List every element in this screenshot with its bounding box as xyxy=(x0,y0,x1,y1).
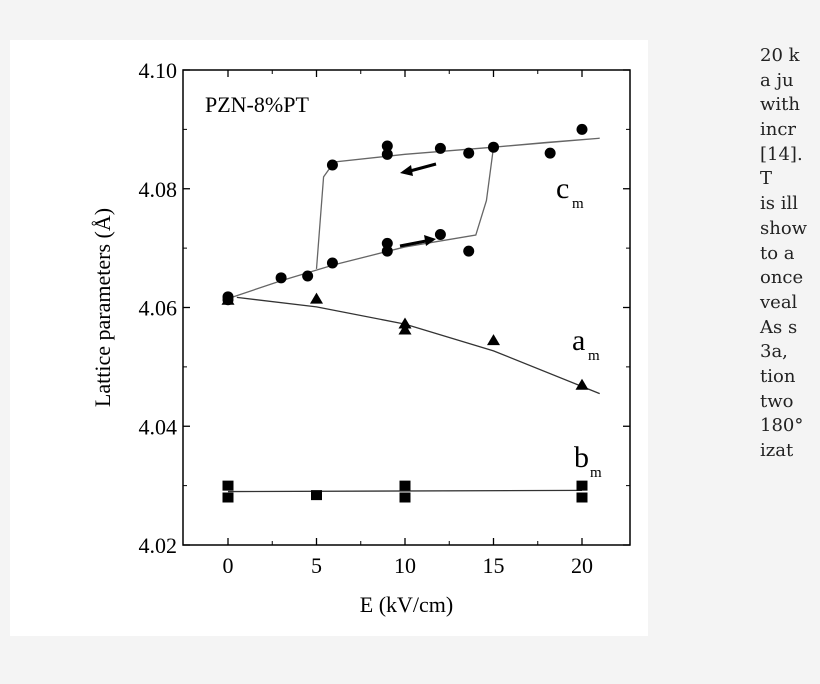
arrow-left xyxy=(409,162,437,173)
data-point-a xyxy=(398,317,412,329)
y-axis-label: Lattice parameters (Å) xyxy=(90,208,115,407)
data-point-c xyxy=(576,123,588,135)
data-point-c xyxy=(544,147,556,159)
text-line: a ju xyxy=(760,69,794,91)
text-line: [14]. xyxy=(760,143,803,165)
x-tick-label: 5 xyxy=(311,553,322,578)
text-line: veal xyxy=(760,291,798,313)
series-label-subscript: m xyxy=(588,348,600,364)
data-point-c xyxy=(463,245,475,257)
x-tick-label: 0 xyxy=(223,553,234,578)
y-tick-label: 4.08 xyxy=(139,177,178,202)
data-point-c xyxy=(275,272,287,284)
x-tick-label: 10 xyxy=(394,553,416,578)
fit-line-c xyxy=(227,137,600,300)
text-line: two xyxy=(760,390,794,412)
arrow-right-head xyxy=(424,235,436,246)
series-label-c: c xyxy=(556,172,569,205)
data-point-c xyxy=(434,142,446,154)
sample-annotation: PZN-8%PT xyxy=(205,92,309,117)
text-line: 3a, xyxy=(760,341,788,363)
text-line: As s xyxy=(760,316,798,338)
series-label-a: a xyxy=(572,324,585,357)
y-tick-label: 4.04 xyxy=(139,414,178,439)
data-point-b xyxy=(576,492,588,503)
series-label-b: b xyxy=(574,441,589,474)
text-line: to a xyxy=(760,242,795,264)
data-point-c xyxy=(488,141,499,153)
data-point-a xyxy=(310,292,323,304)
fit-line-a xyxy=(236,296,600,395)
text-line: once xyxy=(760,267,804,289)
arrow-right xyxy=(399,239,427,248)
x-tick-label: 15 xyxy=(483,553,505,578)
data-point-a xyxy=(575,378,589,390)
arrow-left-head xyxy=(400,165,413,176)
text-line: with xyxy=(760,94,800,116)
text-line: tion xyxy=(760,365,796,387)
data-point-c xyxy=(326,257,338,269)
text-line: show xyxy=(760,217,808,239)
text-line: is ill xyxy=(760,193,798,215)
data-point-c xyxy=(381,140,393,152)
data-point-b xyxy=(311,490,322,501)
data-point-c xyxy=(381,148,393,160)
text-line: T xyxy=(760,168,773,190)
data-point-c xyxy=(381,245,393,257)
data-point-b xyxy=(399,480,411,491)
data-point-b xyxy=(399,492,411,503)
fit-line-b xyxy=(227,489,583,493)
x-axis-label: E (kV/cm) xyxy=(360,592,453,617)
y-tick-label: 4.06 xyxy=(139,296,178,321)
data-point-a xyxy=(221,293,235,305)
data-point-c xyxy=(434,228,446,240)
x-tick-label: 20 xyxy=(571,553,593,578)
y-tick-label: 4.02 xyxy=(139,533,178,558)
data-point-b xyxy=(222,492,234,503)
data-point-c xyxy=(326,159,338,171)
text-line: izat xyxy=(760,440,794,461)
data-point-b xyxy=(576,480,588,491)
data-point-c xyxy=(381,237,393,249)
data-point-c xyxy=(302,270,314,282)
series-label-subscript: m xyxy=(572,196,584,212)
data-point-b xyxy=(222,480,234,491)
text-line: 180° xyxy=(760,415,804,437)
text-line: 20 k xyxy=(760,45,800,66)
figure-panel xyxy=(10,40,648,636)
text-line: incr xyxy=(760,119,797,141)
data-point-a xyxy=(487,334,500,346)
data-point-c xyxy=(463,147,475,159)
y-tick-label: 4.10 xyxy=(139,58,178,83)
series-label-subscript: m xyxy=(590,465,602,481)
data-point-a xyxy=(398,323,412,335)
